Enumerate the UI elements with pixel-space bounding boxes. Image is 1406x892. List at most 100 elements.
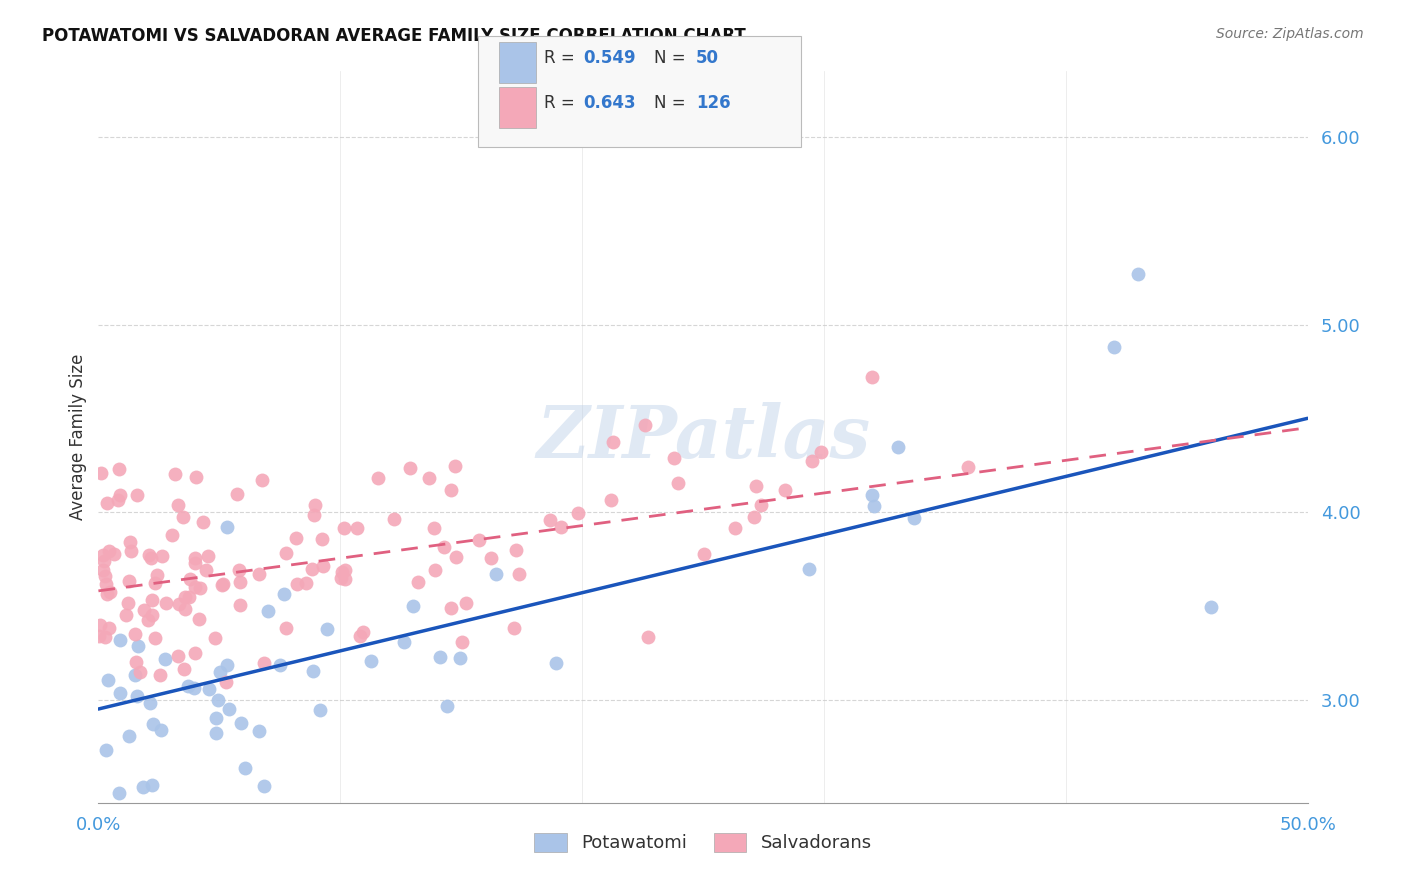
Point	[429, 650, 451, 665]
Point	[229, 574, 252, 589]
Point	[142, 716, 165, 731]
Point	[367, 471, 389, 485]
Point	[634, 418, 657, 433]
Text: POTAWATOMI VS SALVADORAN AVERAGE FAMILY SIZE CORRELATION CHART: POTAWATOMI VS SALVADORAN AVERAGE FAMILY …	[42, 27, 747, 45]
Point	[444, 458, 467, 473]
Point	[257, 604, 280, 618]
Point	[197, 549, 219, 563]
Point	[146, 567, 169, 582]
Point	[439, 483, 461, 497]
Point	[87, 629, 110, 643]
Point	[797, 562, 820, 576]
Point	[97, 673, 120, 688]
Point	[120, 535, 142, 549]
Point	[449, 650, 471, 665]
Point	[117, 596, 139, 610]
Point	[666, 475, 689, 490]
Point	[330, 565, 353, 579]
Point	[107, 492, 129, 507]
Point	[349, 629, 371, 643]
Point	[333, 573, 356, 587]
Point	[96, 496, 118, 510]
Point	[810, 445, 832, 459]
Point	[136, 613, 159, 627]
Point	[302, 508, 325, 522]
Point	[108, 488, 131, 502]
Point	[742, 510, 765, 524]
Point	[1199, 599, 1222, 614]
Point	[550, 520, 572, 534]
Point	[247, 567, 270, 582]
Point	[110, 633, 132, 648]
Point	[117, 729, 139, 743]
Point	[394, 634, 416, 648]
Point	[184, 551, 207, 566]
Point	[183, 580, 205, 594]
Point	[127, 640, 149, 654]
Point	[333, 563, 356, 577]
Point	[253, 779, 276, 793]
Point	[308, 703, 330, 717]
Text: Source: ZipAtlas.com: Source: ZipAtlas.com	[1216, 27, 1364, 41]
Point	[546, 656, 568, 670]
Point	[418, 471, 440, 485]
Point	[191, 515, 214, 529]
Point	[508, 566, 530, 581]
Point	[538, 513, 561, 527]
Point	[467, 533, 489, 547]
Point	[167, 498, 190, 512]
Point	[485, 566, 508, 581]
Point	[567, 506, 589, 520]
Point	[333, 521, 356, 535]
Point	[172, 509, 194, 524]
Point	[503, 621, 526, 635]
Point	[184, 646, 207, 660]
Point	[662, 450, 685, 465]
Point	[98, 585, 121, 599]
Point	[233, 761, 256, 775]
Point	[97, 622, 120, 636]
Point	[120, 544, 142, 558]
Point	[165, 467, 187, 481]
Point	[141, 593, 163, 607]
Point	[195, 563, 218, 577]
Point	[160, 528, 183, 542]
Point	[479, 551, 502, 566]
Point	[186, 470, 208, 484]
Text: ZIPatlas: ZIPatlas	[536, 401, 870, 473]
Point	[114, 607, 136, 622]
Point	[382, 512, 405, 526]
Point	[132, 780, 155, 794]
Text: 126: 126	[696, 94, 731, 112]
Point	[957, 459, 980, 474]
Point	[505, 543, 527, 558]
Point	[285, 531, 308, 545]
Point	[90, 466, 112, 480]
Text: N =: N =	[654, 94, 690, 112]
Point	[329, 570, 352, 584]
Y-axis label: Average Family Size: Average Family Size	[69, 354, 87, 520]
Point	[218, 702, 240, 716]
Point	[360, 654, 382, 668]
Point	[94, 569, 117, 583]
Point	[150, 549, 173, 563]
Text: N =: N =	[654, 49, 690, 67]
Point	[454, 596, 477, 610]
Point	[93, 554, 115, 568]
Point	[97, 544, 120, 558]
Point	[173, 662, 195, 676]
Point	[183, 557, 205, 571]
Point	[205, 726, 228, 740]
Point	[143, 576, 166, 591]
Point	[886, 440, 908, 454]
Point	[408, 574, 430, 589]
Point	[108, 462, 131, 476]
Point	[149, 667, 172, 681]
Point	[139, 696, 162, 710]
Point	[860, 370, 883, 384]
Point	[141, 779, 163, 793]
Point	[1128, 267, 1150, 281]
Point	[96, 587, 118, 601]
Point	[800, 454, 823, 468]
Point	[226, 486, 249, 500]
